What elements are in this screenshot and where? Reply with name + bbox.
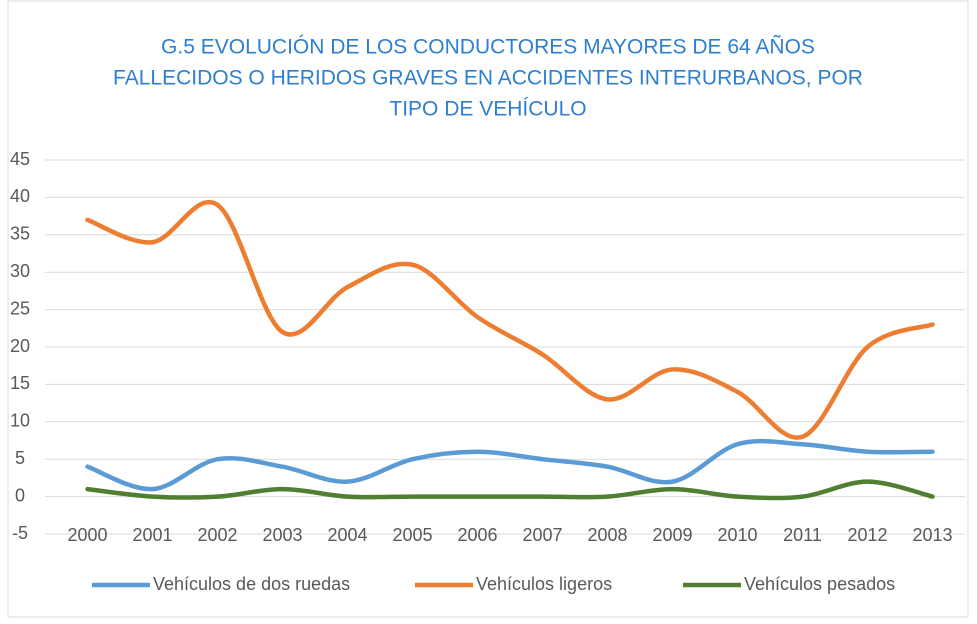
y-tick-label: 10 (10, 411, 30, 431)
x-tick-label: 2005 (392, 525, 432, 545)
x-tick-label: 2010 (717, 525, 757, 545)
y-tick-label: 0 (15, 485, 25, 505)
chart-title: G.5 EVOLUCIÓN DE LOS CONDUCTORES MAYORES… (161, 35, 815, 59)
y-tick-label: -5 (12, 523, 28, 543)
y-tick-label: 5 (15, 448, 25, 468)
chart-title: TIPO DE VEHÍCULO (389, 98, 586, 121)
legend-label: Vehículos ligeros (476, 574, 612, 594)
x-tick-label: 2003 (262, 525, 302, 545)
x-tick-label: 2006 (457, 525, 497, 545)
y-tick-label: 45 (10, 149, 30, 169)
x-tick-label: 2013 (912, 525, 952, 545)
x-tick-label: 2012 (847, 525, 887, 545)
chart-frame (7, 0, 969, 618)
series-line (85, 200, 935, 440)
legend-label: Vehículos de dos ruedas (153, 574, 350, 594)
x-tick-label: 2009 (652, 525, 692, 545)
legend-label: Vehículos pesados (744, 574, 895, 594)
x-tick-label: 2007 (522, 525, 562, 545)
y-tick-label: 25 (10, 298, 30, 318)
x-tick-label: 2004 (327, 525, 367, 545)
x-tick-label: 2008 (587, 525, 627, 545)
x-tick-label: 2000 (67, 525, 107, 545)
y-tick-label: 40 (10, 186, 30, 206)
series-line (85, 479, 935, 501)
y-tick-label: 35 (10, 224, 30, 244)
y-tick-label: 15 (10, 373, 30, 393)
x-tick-label: 2011 (783, 525, 822, 545)
chart-title: FALLECIDOS O HERIDOS GRAVES EN ACCIDENTE… (113, 67, 863, 90)
series-line (85, 438, 935, 492)
y-tick-label: 20 (10, 336, 30, 356)
x-tick-label: 2001 (132, 525, 172, 545)
y-tick-label: 30 (10, 261, 30, 281)
x-tick-label: 2002 (197, 525, 237, 545)
